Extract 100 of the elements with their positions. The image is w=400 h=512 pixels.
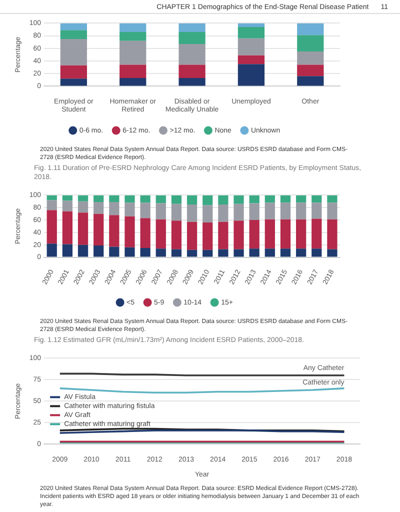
bar bbox=[264, 195, 275, 203]
bar bbox=[120, 64, 146, 78]
bar bbox=[218, 195, 228, 205]
bar bbox=[327, 219, 338, 250]
bar bbox=[264, 248, 275, 257]
bar bbox=[109, 246, 120, 257]
bar bbox=[186, 222, 198, 250]
bar bbox=[94, 214, 104, 246]
bar bbox=[264, 219, 275, 249]
bar bbox=[62, 200, 73, 212]
bar bbox=[178, 23, 206, 32]
bar bbox=[297, 35, 324, 52]
bar bbox=[280, 195, 291, 203]
bar bbox=[46, 210, 57, 244]
bar bbox=[218, 204, 228, 222]
bar bbox=[186, 195, 198, 205]
bar bbox=[140, 218, 150, 248]
bar bbox=[94, 195, 104, 202]
bar bbox=[297, 23, 324, 36]
bar bbox=[327, 249, 338, 257]
bar bbox=[46, 195, 57, 200]
bar bbox=[297, 52, 324, 65]
bar bbox=[186, 250, 198, 257]
bar bbox=[78, 195, 88, 202]
bar bbox=[202, 195, 213, 206]
bar bbox=[249, 220, 260, 249]
bar bbox=[312, 195, 322, 203]
bar bbox=[46, 244, 57, 257]
bar bbox=[78, 212, 88, 245]
bar bbox=[171, 195, 182, 204]
bar bbox=[109, 215, 120, 247]
bar bbox=[238, 64, 265, 86]
bar bbox=[186, 204, 198, 222]
bar bbox=[178, 32, 206, 44]
bar bbox=[78, 244, 88, 257]
bar bbox=[238, 23, 265, 27]
bar bbox=[171, 220, 182, 250]
bar bbox=[202, 222, 213, 250]
bar bbox=[109, 195, 120, 202]
bar bbox=[60, 23, 87, 30]
bar bbox=[280, 219, 291, 249]
bar bbox=[296, 195, 306, 203]
bar bbox=[124, 247, 135, 257]
bar bbox=[140, 202, 150, 218]
bar bbox=[62, 211, 73, 244]
bar bbox=[249, 248, 260, 257]
bar bbox=[94, 202, 104, 214]
bar bbox=[60, 78, 87, 86]
bar bbox=[140, 195, 150, 203]
bar bbox=[234, 249, 244, 257]
bar bbox=[238, 38, 265, 56]
bar bbox=[312, 202, 322, 219]
bar bbox=[218, 249, 228, 257]
bar bbox=[327, 202, 338, 220]
bar bbox=[312, 218, 322, 249]
bar bbox=[62, 195, 73, 201]
bar bbox=[234, 220, 244, 250]
bar bbox=[156, 195, 166, 204]
bar bbox=[156, 203, 166, 220]
bar bbox=[249, 203, 260, 220]
bar bbox=[46, 200, 57, 210]
bar bbox=[296, 202, 306, 220]
bar bbox=[171, 249, 182, 257]
bar bbox=[124, 202, 135, 216]
bar bbox=[297, 76, 324, 86]
bar bbox=[249, 195, 260, 204]
bar bbox=[124, 195, 135, 203]
bar bbox=[297, 64, 324, 76]
bar bbox=[60, 30, 87, 39]
bar bbox=[178, 78, 206, 86]
bar bbox=[78, 201, 88, 213]
bar bbox=[296, 248, 306, 257]
bar bbox=[202, 205, 213, 223]
bar bbox=[156, 248, 166, 257]
bar bbox=[124, 216, 135, 248]
bar bbox=[156, 219, 166, 249]
bar bbox=[202, 250, 213, 257]
bar bbox=[109, 202, 120, 216]
bar bbox=[238, 55, 265, 64]
bar bbox=[60, 38, 87, 66]
bar bbox=[120, 78, 146, 86]
bar bbox=[280, 202, 291, 220]
bar bbox=[140, 248, 150, 257]
bar bbox=[234, 195, 244, 204]
bar bbox=[120, 23, 146, 32]
bar bbox=[120, 40, 146, 65]
bar bbox=[280, 248, 291, 257]
bar bbox=[94, 246, 104, 257]
bar bbox=[312, 248, 322, 257]
bar bbox=[171, 204, 182, 221]
bar bbox=[218, 222, 228, 250]
bar bbox=[120, 32, 146, 41]
bar bbox=[62, 244, 73, 257]
bar bbox=[178, 44, 206, 65]
bar bbox=[234, 204, 244, 221]
bar bbox=[264, 202, 275, 220]
bar bbox=[238, 26, 265, 38]
bar bbox=[178, 64, 206, 78]
bar bbox=[60, 65, 87, 79]
bar bbox=[327, 195, 338, 203]
